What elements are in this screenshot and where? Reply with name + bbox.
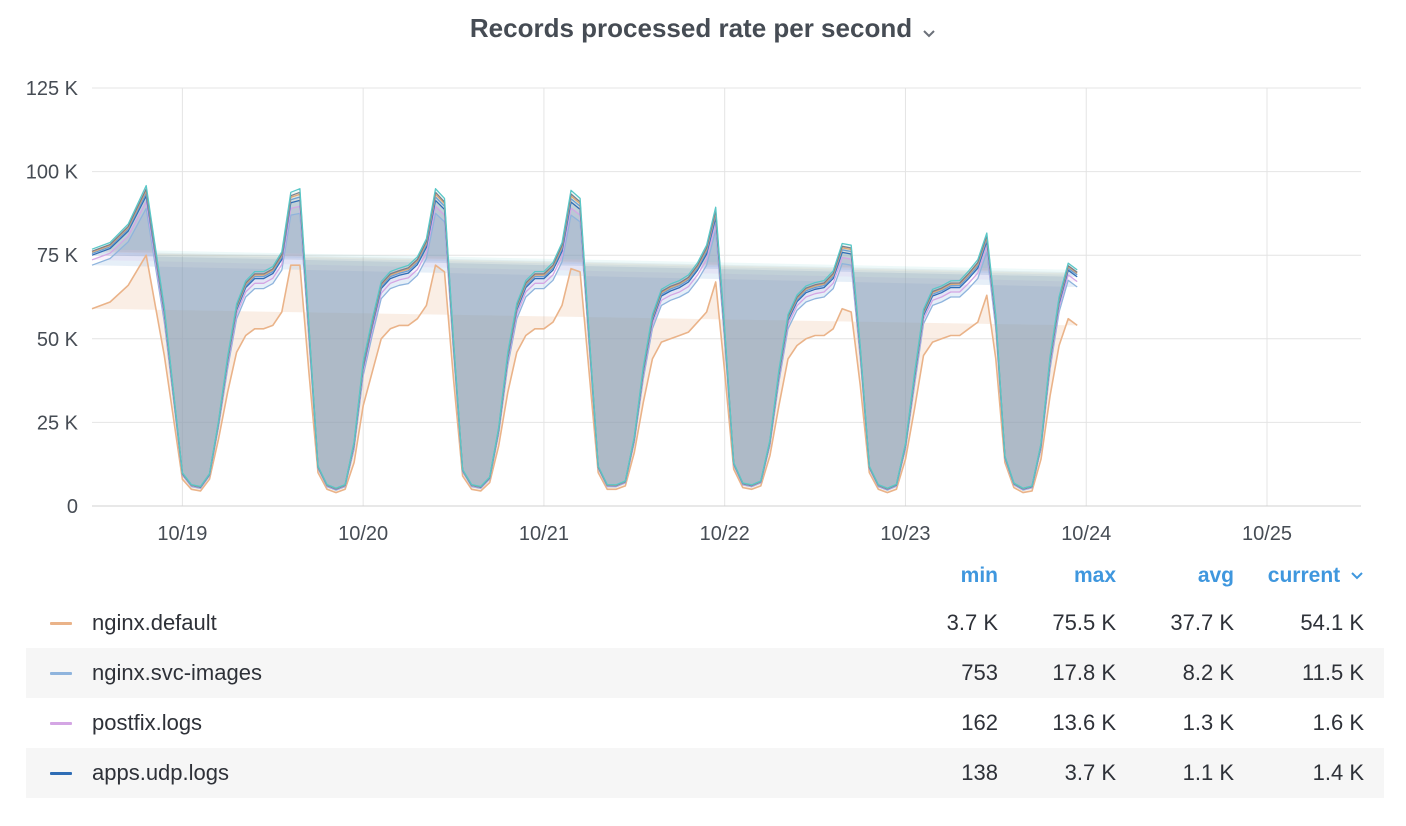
legend-row[interactable]: nginx.default 3.7 K 75.5 K 37.7 K 54.1 K <box>26 598 1384 648</box>
legend-header: min max avg current <box>26 558 1384 598</box>
series-area <box>92 193 1078 489</box>
legend-header-current-label: current <box>1267 564 1341 587</box>
legend-header-current[interactable]: current <box>1234 564 1364 588</box>
x-tick-label: 10/20 <box>338 523 388 545</box>
legend-header-min[interactable]: min <box>960 564 998 587</box>
series-line[interactable] <box>91 184 1078 489</box>
x-tick-label: 10/21 <box>519 523 569 545</box>
legend-header-max[interactable]: max <box>1073 564 1116 587</box>
legend-row[interactable]: nginx.svc-images 753 17.8 K 8.2 K 11.5 K <box>26 648 1384 698</box>
x-axis-ticks: 10/19 10/20 10/21 10/22 10/23 10/24 10/25 <box>157 523 1292 545</box>
legend-max-value: 3.7 K <box>1064 760 1116 785</box>
series-area <box>92 196 1078 490</box>
legend-series-name[interactable]: nginx.default <box>92 610 217 635</box>
series-area <box>92 255 1078 493</box>
series-area <box>92 208 1078 491</box>
x-tick-label: 10/19 <box>157 523 207 545</box>
chevron-down-icon <box>1351 572 1363 580</box>
legend-max-value: 17.8 K <box>1052 660 1116 685</box>
y-tick-label: 0 <box>67 496 78 518</box>
legend-avg-value: 1.3 K <box>1182 710 1234 735</box>
legend-max-value: 13.6 K <box>1052 710 1116 735</box>
legend-avg-value: 37.7 K <box>1170 610 1234 635</box>
series-line[interactable] <box>91 254 1078 494</box>
chart-series-lines <box>91 184 1078 494</box>
x-tick-label: 10/22 <box>700 523 750 545</box>
y-tick-label: 25 K <box>37 412 79 434</box>
x-tick-label: 10/25 <box>1242 523 1292 545</box>
legend-row[interactable]: apps.udp.logs 138 3.7 K 1.1 K 1.4 K <box>26 748 1384 798</box>
series-area <box>92 185 1078 489</box>
y-tick-label: 125 K <box>26 78 79 100</box>
legend-series-name[interactable]: nginx.svc-images <box>92 660 262 685</box>
legend-series-name[interactable]: apps.udp.logs <box>92 760 229 785</box>
series-area <box>92 190 1078 489</box>
legend-avg-value: 1.1 K <box>1182 760 1234 785</box>
x-tick-label: 10/23 <box>880 523 930 545</box>
legend-table: min max avg current nginx.default 3.7 K … <box>26 558 1384 798</box>
series-line[interactable] <box>91 207 1078 491</box>
y-tick-label: 50 K <box>37 329 79 351</box>
legend-header-avg[interactable]: avg <box>1197 564 1234 587</box>
chevron-down-icon[interactable] <box>922 10 936 50</box>
y-axis-ticks: 0 25 K 50 K 75 K 100 K 125 K <box>26 78 79 518</box>
legend-max-value: 75.5 K <box>1052 610 1116 635</box>
y-tick-label: 100 K <box>26 162 79 184</box>
legend-min-value: 3.7 K <box>946 610 998 635</box>
panel-title[interactable]: Records processed rate per second <box>0 8 1406 48</box>
legend-min-value: 138 <box>961 760 998 785</box>
series-area <box>92 189 1078 489</box>
chart-grid <box>92 87 1361 507</box>
series-color-swatch <box>50 672 72 675</box>
legend-current-value: 54.1 K <box>1300 610 1364 635</box>
legend-series-name[interactable]: postfix.logs <box>92 710 203 735</box>
panel-title-text: Records processed rate per second <box>469 13 913 43</box>
legend-min-value: 753 <box>961 660 998 685</box>
legend-avg-value: 8.2 K <box>1182 660 1234 685</box>
legend-current-value: 1.6 K <box>1312 710 1364 735</box>
legend-current-value: 1.4 K <box>1312 760 1364 785</box>
legend-current-value: 11.5 K <box>1302 660 1364 685</box>
chart-series-areas <box>92 185 1078 493</box>
series-color-swatch <box>50 622 72 625</box>
legend-row[interactable]: postfix.logs 162 13.6 K 1.3 K 1.6 K <box>26 698 1384 748</box>
series-area <box>92 201 1078 490</box>
series-color-swatch <box>50 722 72 725</box>
y-tick-label: 75 K <box>37 245 79 267</box>
series-color-swatch <box>50 772 72 775</box>
legend-min-value: 162 <box>961 710 998 735</box>
x-tick-label: 10/24 <box>1061 523 1111 545</box>
